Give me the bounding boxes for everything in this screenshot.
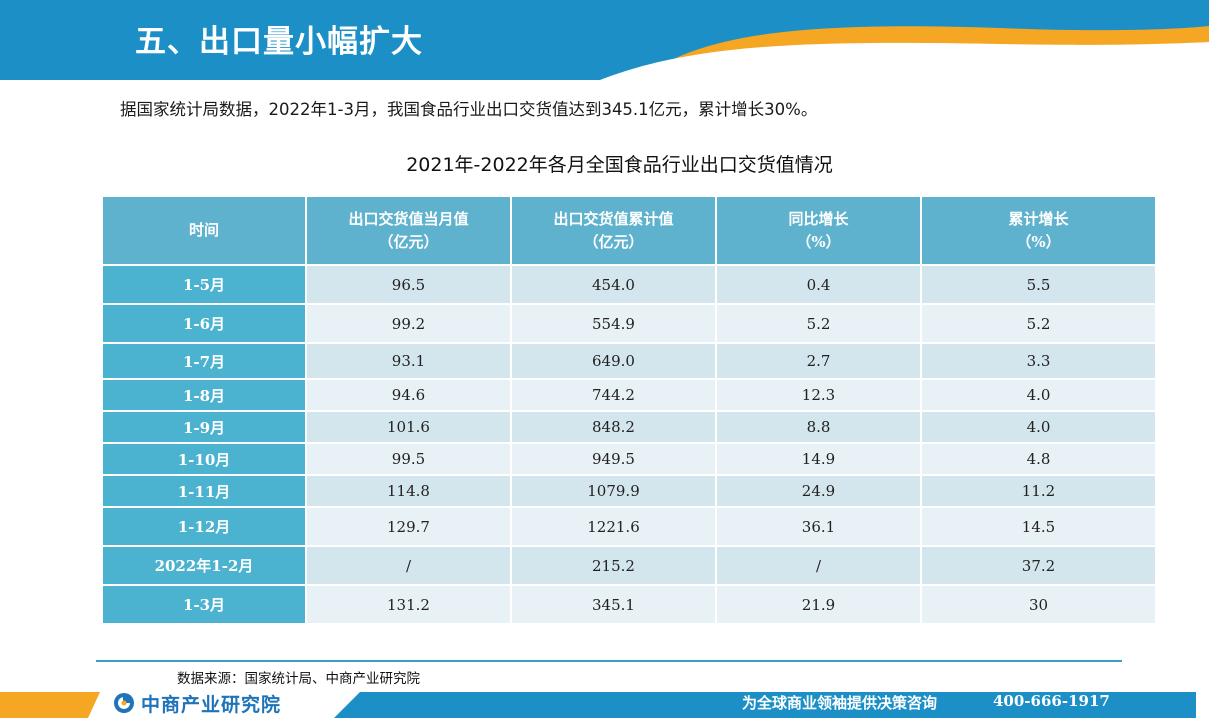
cell-monthly: 131.2	[305, 584, 512, 625]
col-header-time-label: 时间	[188, 221, 219, 239]
col-header-monthly: 出口交货值当月值 （亿元）	[305, 197, 512, 266]
row-period: 1-3月	[101, 584, 307, 625]
table-row: 1-12月 129.7 1221.6 36.1 14.5	[101, 506, 1157, 547]
row-period: 1-5月	[101, 264, 307, 305]
cell-yoy: 21.9	[715, 584, 922, 625]
col-header-yoy-label: 同比增长	[788, 209, 849, 228]
cell-yoy: 36.1	[715, 506, 922, 547]
row-period: 1-11月	[101, 474, 307, 508]
table-row: 1-3月 131.2 345.1 21.9 30	[101, 584, 1157, 625]
col-header-cumulative-label: 出口交货值累计值	[553, 209, 674, 228]
cell-monthly: 101.6	[305, 410, 512, 444]
row-period: 1-7月	[101, 342, 307, 380]
table-row: 1-5月 96.5 454.0 0.4 5.5	[101, 264, 1157, 305]
row-period: 1-9月	[101, 410, 307, 444]
cell-cumulative: 554.9	[510, 303, 717, 344]
col-header-cum-growth-unit: （%）	[1016, 232, 1061, 251]
col-header-monthly-unit: （亿元）	[378, 232, 439, 251]
cell-yoy: 0.4	[715, 264, 922, 305]
cell-cumulative: 949.5	[510, 442, 717, 476]
cell-yoy: 2.7	[715, 342, 922, 380]
cell-cumulative: 744.2	[510, 378, 717, 412]
cell-cumulative: 1221.6	[510, 506, 717, 547]
cell-cum-growth: 11.2	[920, 474, 1157, 508]
row-period: 1-8月	[101, 378, 307, 412]
table-title: 2021年-2022年各月全国食品行业出口交货值情况	[0, 150, 1209, 177]
col-header-cumulative: 出口交货值累计值 （亿元）	[510, 197, 717, 266]
table-row: 1-8月 94.6 744.2 12.3 4.0	[101, 378, 1157, 412]
cell-cum-growth: 14.5	[920, 506, 1157, 547]
cell-yoy: /	[715, 545, 922, 586]
col-header-cum-growth: 累计增长 （%）	[920, 197, 1157, 266]
cell-cum-growth: 4.0	[920, 378, 1157, 412]
row-period: 1-12月	[101, 506, 307, 547]
col-header-monthly-label: 出口交货值当月值	[348, 209, 469, 228]
slide-title: 五、出口量小幅扩大	[135, 24, 423, 60]
cell-monthly: 114.8	[305, 474, 512, 508]
cell-monthly: 93.1	[305, 342, 512, 380]
table-row: 1-6月 99.2 554.9 5.2 5.2	[101, 303, 1157, 344]
cell-cum-growth: 5.2	[920, 303, 1157, 344]
col-header-cumulative-unit: （亿元）	[583, 232, 644, 251]
table-header-row: 时间 出口交货值当月值 （亿元） 出口交货值累计值 （亿元） 同比增长 （%） 累计增…	[101, 197, 1157, 266]
cell-yoy: 8.8	[715, 410, 922, 444]
cell-monthly: 96.5	[305, 264, 512, 305]
footer-band	[0, 688, 1209, 718]
cell-cum-growth: 4.0	[920, 410, 1157, 444]
cell-yoy: 14.9	[715, 442, 922, 476]
footer-phone: 400-666-1917	[993, 692, 1110, 710]
cell-cumulative: 848.2	[510, 410, 717, 444]
col-header-yoy-unit: （%）	[796, 232, 841, 251]
cell-monthly: 99.2	[305, 303, 512, 344]
cell-yoy: 24.9	[715, 474, 922, 508]
cell-cumulative: 454.0	[510, 264, 717, 305]
row-period: 1-6月	[101, 303, 307, 344]
summary-text: 据国家统计局数据，2022年1-3月，我国食品行业出口交货值达到345.1亿元，…	[120, 100, 818, 119]
cell-cumulative: 649.0	[510, 342, 717, 380]
source-note: 数据来源：国家统计局、中商产业研究院	[177, 671, 420, 687]
cell-cum-growth: 30	[920, 584, 1157, 625]
row-period: 1-10月	[101, 442, 307, 476]
header-band: 五、出口量小幅扩大	[0, 0, 1209, 80]
cell-yoy: 5.2	[715, 303, 922, 344]
table-title-text: 2021年-2022年各月全国食品行业出口交货值情况	[406, 154, 833, 176]
table-row: 1-10月 99.5 949.5 14.9 4.8	[101, 442, 1157, 476]
cell-monthly: /	[305, 545, 512, 586]
logo-text: 中商产业研究院	[141, 693, 282, 716]
cell-monthly: 94.6	[305, 378, 512, 412]
cell-monthly: 129.7	[305, 506, 512, 547]
col-header-yoy: 同比增长 （%）	[715, 197, 922, 266]
logo-mark-icon	[113, 692, 135, 714]
cell-monthly: 99.5	[305, 442, 512, 476]
cell-cum-growth: 4.8	[920, 442, 1157, 476]
footer-divider	[96, 660, 1122, 662]
cell-cum-growth: 37.2	[920, 545, 1157, 586]
cell-cumulative: 1079.9	[510, 474, 717, 508]
export-table: 时间 出口交货值当月值 （亿元） 出口交货值累计值 （亿元） 同比增长 （%） 累计增…	[101, 197, 1157, 625]
header-background	[0, 0, 1209, 80]
company-logo: 中商产业研究院	[113, 690, 281, 716]
table-row: 1-7月 93.1 649.0 2.7 3.3	[101, 342, 1157, 380]
col-header-cum-growth-label: 累计增长	[1008, 209, 1069, 228]
table-row: 1-9月 101.6 848.2 8.8 4.0	[101, 410, 1157, 444]
cell-yoy: 12.3	[715, 378, 922, 412]
cell-cum-growth: 5.5	[920, 264, 1157, 305]
col-header-time: 时间	[101, 197, 307, 266]
footer-background	[0, 692, 1196, 718]
cell-cumulative: 345.1	[510, 584, 717, 625]
row-period: 2022年1-2月	[101, 545, 307, 586]
cell-cumulative: 215.2	[510, 545, 717, 586]
footer-tagline: 为全球商业领袖提供决策咨询	[742, 694, 938, 712]
table-row: 2022年1-2月 / 215.2 / 37.2	[101, 545, 1157, 586]
table-row: 1-11月 114.8 1079.9 24.9 11.2	[101, 474, 1157, 508]
cell-cum-growth: 3.3	[920, 342, 1157, 380]
